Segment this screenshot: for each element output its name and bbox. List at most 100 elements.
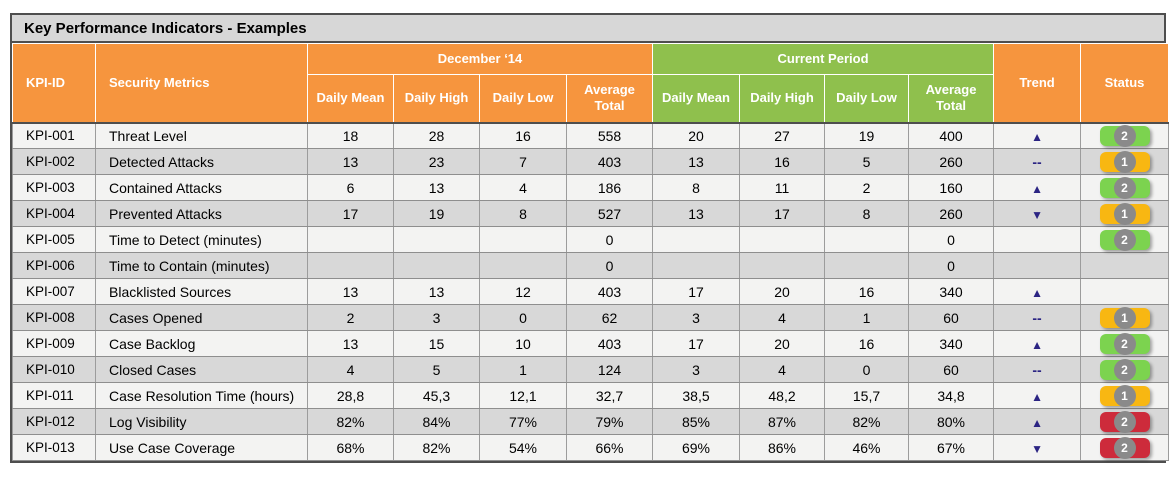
december-value-cell: 13 (307, 148, 394, 175)
status-badge-amber: 1 (1099, 202, 1150, 225)
current-value-cell: 0 (824, 356, 909, 383)
col-group-december: December ‘14 (307, 43, 653, 75)
kpi-id-cell: KPI-009 (12, 330, 96, 357)
december-value-cell: 186 (566, 174, 653, 201)
december-value-cell: 13 (393, 174, 480, 201)
status-cell: 2 (1080, 356, 1170, 383)
current-value-cell: 0 (907, 252, 995, 279)
trend-cell: ▲ (993, 382, 1082, 409)
col-header-trend: Trend (993, 43, 1082, 123)
kpi-id-cell: KPI-001 (12, 121, 96, 149)
current-value-cell: 86% (739, 434, 825, 461)
kpi-id-cell: KPI-002 (12, 148, 96, 175)
current-value-cell: 20 (652, 121, 740, 149)
metric-name-cell: Blacklisted Sources (95, 278, 308, 305)
metric-name-cell: Use Case Coverage (95, 434, 308, 461)
december-value-cell: 16 (479, 121, 567, 149)
status-badge-green: 2 (1099, 358, 1150, 381)
current-value-cell: 11 (739, 174, 825, 201)
col-header-security-metrics: Security Metrics (95, 43, 308, 123)
table-row: KPI-009 Case Backlog 13 15 10 403 17 20 16 340 ▲ 2 (12, 330, 1170, 357)
table-row: KPI-008 Cases Opened 2 3 0 62 3 4 1 60 -- 1 (12, 304, 1170, 331)
trend-cell: ▲ (993, 278, 1082, 305)
current-value-cell: 60 (907, 356, 995, 383)
current-value-cell: 1 (824, 304, 909, 331)
trend-down-icon: ▼ (1031, 207, 1043, 222)
december-value-cell (479, 226, 567, 253)
december-value-cell: 7 (479, 148, 567, 175)
trend-cell: -- (993, 304, 1082, 331)
current-value-cell (824, 252, 909, 279)
status-cell (1080, 278, 1170, 305)
december-value-cell: 403 (566, 278, 653, 305)
december-value-cell: 4 (479, 174, 567, 201)
kpi-report: Key Performance Indicators - Examples KP… (10, 13, 1170, 463)
december-value-cell: 54% (479, 434, 567, 461)
metric-name-cell: Cases Opened (95, 304, 308, 331)
trend-cell: ▲ (993, 121, 1082, 149)
december-value-cell: 403 (566, 148, 653, 175)
current-value-cell: 38,5 (652, 382, 740, 409)
current-value-cell: 3 (652, 304, 740, 331)
col-header-cur-daily-mean: Daily Mean (652, 74, 740, 123)
current-value-cell: 340 (907, 278, 995, 305)
metric-name-cell: Closed Cases (95, 356, 308, 383)
december-value-cell: 558 (566, 121, 653, 149)
current-value-cell: 260 (907, 200, 995, 227)
status-badge-number: 2 (1113, 410, 1136, 433)
status-badge-green: 2 (1099, 332, 1150, 355)
current-value-cell: 400 (907, 121, 995, 149)
december-value-cell: 124 (566, 356, 653, 383)
table-header: KPI-ID Security Metrics December ‘14 Cur… (12, 43, 1170, 123)
current-value-cell: 4 (739, 304, 825, 331)
col-header-cur-daily-low: Daily Low (824, 74, 909, 123)
status-badge-amber: 1 (1099, 384, 1150, 407)
december-value-cell: 10 (479, 330, 567, 357)
current-value-cell (739, 252, 825, 279)
current-value-cell: 48,2 (739, 382, 825, 409)
status-badge-number: 2 (1113, 228, 1136, 251)
status-badge-red: 2 (1099, 436, 1150, 459)
trend-up-icon: ▲ (1031, 389, 1043, 404)
table-row: KPI-013 Use Case Coverage 68% 82% 54% 66% 69% 8… (12, 434, 1170, 461)
current-value-cell: 46% (824, 434, 909, 461)
december-value-cell: 403 (566, 330, 653, 357)
december-value-cell: 45,3 (393, 382, 480, 409)
december-value-cell (393, 226, 480, 253)
status-badge-number: 2 (1113, 124, 1136, 147)
december-value-cell: 17 (307, 200, 394, 227)
status-cell: 1 (1080, 200, 1170, 227)
kpi-id-cell: KPI-006 (12, 252, 96, 279)
current-value-cell: 8 (824, 200, 909, 227)
current-value-cell: 4 (739, 356, 825, 383)
metric-name-cell: Log Visibility (95, 408, 308, 435)
december-value-cell: 13 (307, 278, 394, 305)
trend-flat-icon: -- (1032, 153, 1042, 170)
kpi-id-cell: KPI-007 (12, 278, 96, 305)
december-value-cell (479, 252, 567, 279)
status-cell: 2 (1080, 434, 1170, 461)
current-value-cell: 27 (739, 121, 825, 149)
current-value-cell: 13 (652, 148, 740, 175)
december-value-cell: 5 (393, 356, 480, 383)
current-value-cell: 82% (824, 408, 909, 435)
trend-flat-icon: -- (1032, 361, 1042, 378)
december-value-cell: 84% (393, 408, 480, 435)
trend-up-icon: ▲ (1031, 337, 1043, 352)
current-value-cell: 3 (652, 356, 740, 383)
metric-name-cell: Contained Attacks (95, 174, 308, 201)
metric-name-cell: Time to Contain (minutes) (95, 252, 308, 279)
december-value-cell: 62 (566, 304, 653, 331)
status-badge-number: 2 (1113, 176, 1136, 199)
december-value-cell: 23 (393, 148, 480, 175)
trend-up-icon: ▲ (1031, 285, 1043, 300)
table-row: KPI-011 Case Resolution Time (hours) 28,8 4… (12, 382, 1170, 409)
metric-name-cell: Time to Detect (minutes) (95, 226, 308, 253)
col-header-dec-daily-mean: Daily Mean (307, 74, 394, 123)
col-header-cur-daily-high: Daily High (739, 74, 825, 123)
december-value-cell (393, 252, 480, 279)
table-row: KPI-003 Contained Attacks 6 13 4 186 8 11 2 160 ▲ 2 (12, 174, 1170, 201)
trend-cell: -- (993, 148, 1082, 175)
table-row: KPI-012 Log Visibility 82% 84% 77% 79% 85% 87% 8… (12, 408, 1170, 435)
december-value-cell: 66% (566, 434, 653, 461)
